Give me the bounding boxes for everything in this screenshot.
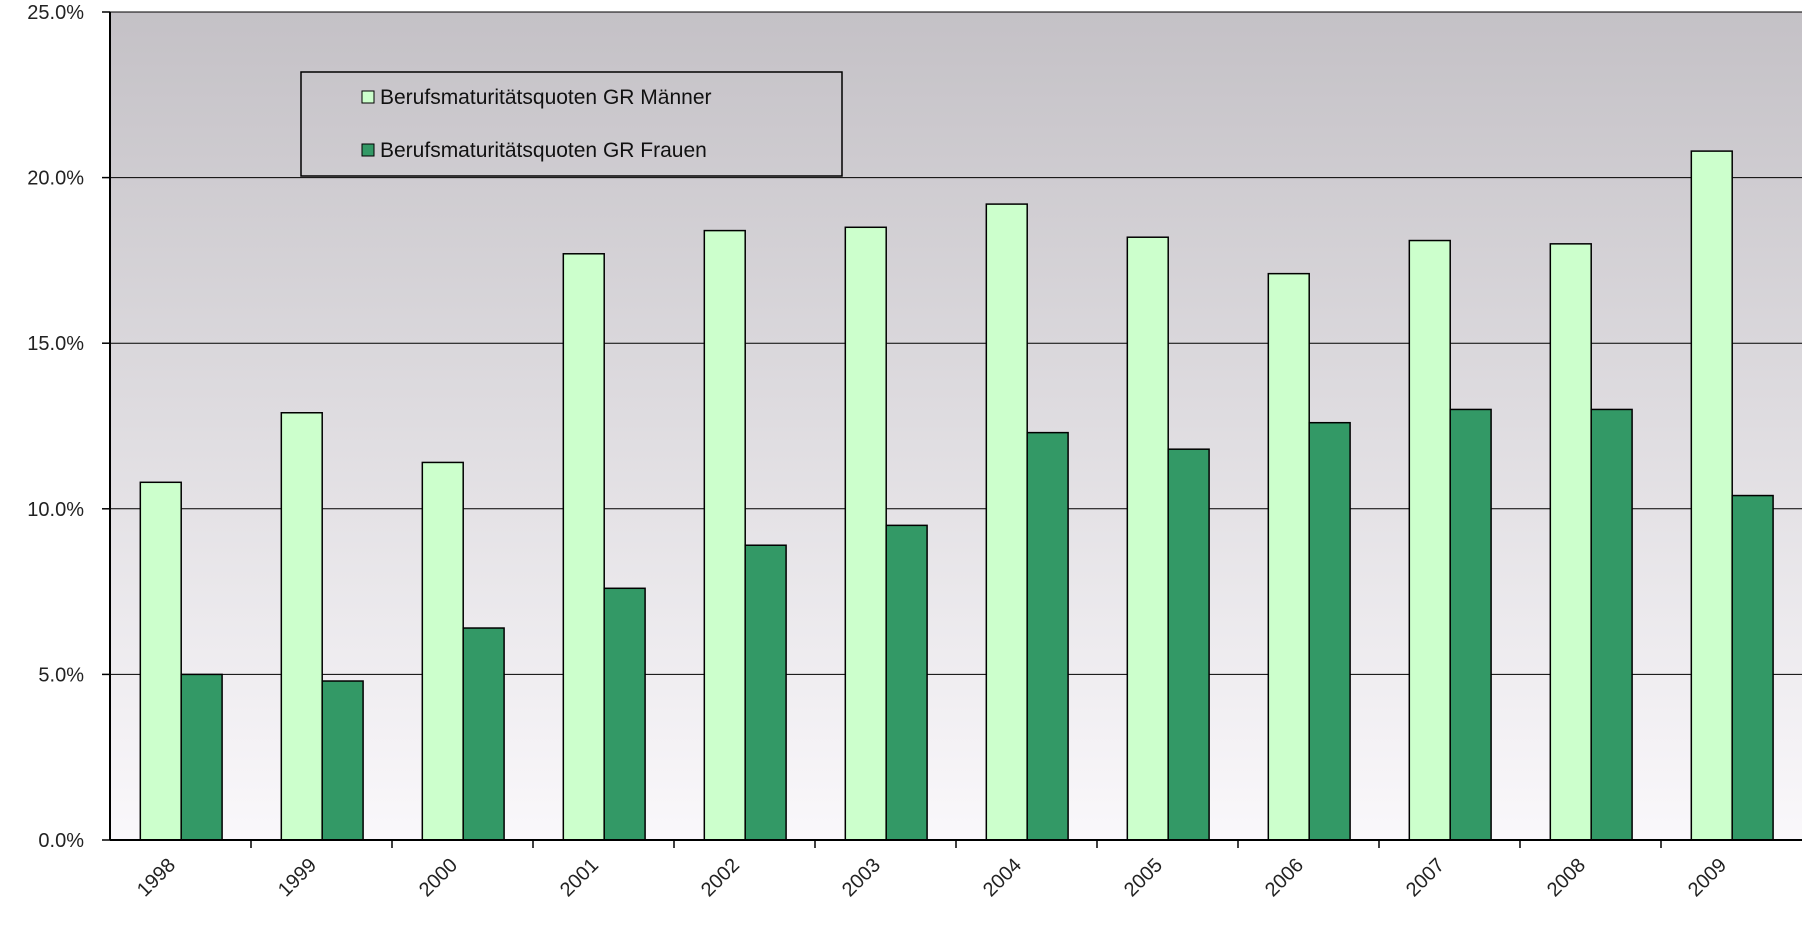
y-tick-label: 5.0% — [38, 664, 84, 686]
x-tick-label: 2004 — [979, 854, 1026, 901]
bar-frauen-2003 — [885, 524, 928, 841]
bar-maenner-2007 — [1408, 239, 1451, 841]
bar-frauen-1999 — [321, 680, 364, 841]
x-tick-label: 2000 — [415, 854, 462, 901]
bar-frauen-2001 — [603, 587, 646, 841]
legend-box — [300, 71, 843, 177]
y-tick-label: 10.0% — [27, 499, 84, 521]
x-tick-label: 2008 — [1543, 854, 1590, 901]
bar-maenner-2001 — [562, 253, 605, 841]
x-axis-ticks: 1998 1999 2000 2001 2002 2003 2004 2005 2006 2007… — [133, 840, 1731, 901]
bars — [139, 150, 1774, 841]
bar-frauen-2007 — [1449, 408, 1492, 841]
x-tick-label: 2001 — [556, 854, 603, 901]
legend-label-frauen: Berufsmaturitätsquoten GR Frauen — [380, 139, 707, 162]
legend-swatch-frauen — [361, 143, 375, 157]
x-tick-label: 2006 — [1261, 854, 1308, 901]
bar-maenner-2003 — [844, 226, 887, 841]
bar-frauen-2004 — [1026, 431, 1069, 841]
plot-background — [110, 12, 1802, 840]
bar-maenner-2008 — [1549, 243, 1592, 841]
y-tick-label: 25.0% — [27, 2, 84, 24]
x-tick-label: 2009 — [1684, 854, 1731, 901]
bar-frauen-2005 — [1167, 448, 1210, 841]
y-axis-ticks: 0.0% 5.0% 10.0% 15.0% 20.0% 25.0% — [27, 2, 110, 852]
bar-maenner-1999 — [280, 412, 323, 841]
y-tick-label: 20.0% — [27, 168, 84, 190]
bar-maenner-1998 — [139, 481, 182, 841]
x-tick-label: 1999 — [274, 854, 321, 901]
x-tick-label: 2003 — [838, 854, 885, 901]
bar-frauen-1998 — [180, 673, 223, 841]
bar-frauen-2009 — [1731, 494, 1774, 841]
bar-maenner-2009 — [1690, 150, 1733, 841]
bar-maenner-2005 — [1126, 236, 1169, 841]
x-tick-label: 2005 — [1120, 854, 1167, 901]
legend-label-maenner: Berufsmaturitätsquoten GR Männer — [380, 86, 712, 109]
y-tick-label: 0.0% — [38, 830, 84, 852]
y-tick-label: 15.0% — [27, 333, 84, 355]
legend-swatch-maenner — [361, 90, 375, 104]
legend: Berufsmaturitätsquoten GR Männer Berufsm… — [300, 71, 843, 177]
bar-maenner-2006 — [1267, 272, 1310, 841]
bar-frauen-2006 — [1308, 421, 1351, 841]
bar-frauen-2008 — [1590, 408, 1633, 841]
x-tick-label: 2007 — [1402, 854, 1449, 901]
bar-frauen-2000 — [462, 627, 505, 841]
gridlines — [110, 11, 1802, 675]
x-tick-label: 1998 — [133, 854, 180, 901]
bar-maenner-2002 — [703, 229, 746, 841]
bar-maenner-2004 — [985, 203, 1028, 841]
bar-frauen-2002 — [744, 544, 787, 841]
bar-maenner-2000 — [421, 461, 464, 841]
x-tick-label: 2002 — [697, 854, 744, 901]
